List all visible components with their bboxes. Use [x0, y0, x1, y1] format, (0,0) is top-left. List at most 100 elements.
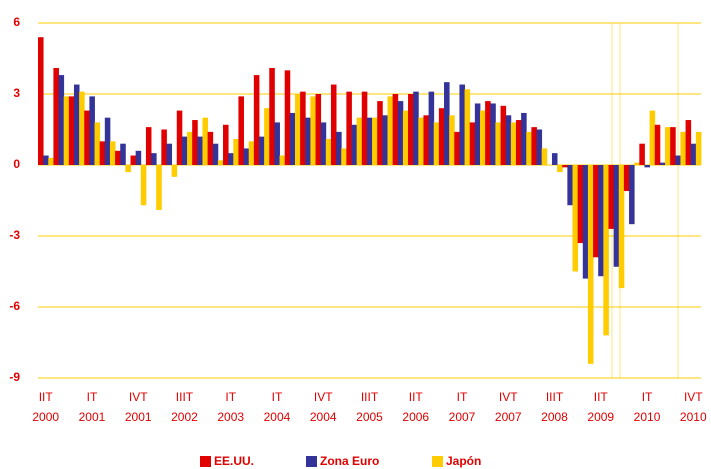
bar	[99, 141, 106, 165]
bar	[176, 110, 183, 165]
bar	[289, 112, 296, 165]
bar	[361, 91, 368, 165]
bar	[541, 148, 548, 165]
bar	[63, 96, 70, 165]
bar	[125, 165, 131, 173]
x-tick-label: IT 2004	[263, 390, 291, 424]
bar	[392, 94, 399, 165]
bar	[53, 67, 59, 165]
bar	[510, 122, 517, 165]
bar	[202, 117, 209, 165]
bar	[264, 108, 270, 165]
bar	[521, 112, 527, 165]
bar	[695, 131, 702, 165]
bar	[109, 141, 116, 165]
bar	[665, 127, 671, 165]
bar	[84, 110, 90, 165]
bar	[444, 82, 450, 165]
bar	[515, 120, 522, 165]
bar	[68, 96, 75, 165]
bar	[346, 91, 352, 165]
bar	[372, 117, 378, 165]
bar	[639, 143, 645, 165]
bar	[269, 67, 275, 165]
bar	[490, 103, 496, 165]
bar	[120, 143, 126, 165]
x-tick-label: IIT 2000	[32, 390, 60, 424]
bar	[377, 101, 383, 165]
bar	[526, 131, 532, 165]
bar	[500, 105, 507, 165]
bar	[233, 138, 239, 165]
bar	[248, 141, 255, 165]
x-tick-label: IT 2001	[78, 390, 106, 424]
bar	[551, 153, 558, 165]
legend-label: Japón	[446, 454, 481, 468]
bar	[104, 117, 111, 165]
bar	[408, 94, 414, 165]
bar	[680, 131, 686, 165]
bar	[587, 165, 594, 364]
x-tick-label: IT 2010	[633, 390, 661, 424]
bar	[649, 110, 656, 165]
y-tick-label: 0	[13, 157, 20, 171]
x-tick-label: IVT 2010	[679, 390, 707, 424]
bar	[567, 165, 573, 206]
bar	[161, 129, 167, 165]
bar	[659, 162, 666, 165]
bar	[433, 122, 440, 165]
x-tick-label: IIT 2009	[587, 390, 615, 424]
bar	[212, 143, 219, 165]
bar	[474, 103, 481, 165]
bar	[459, 84, 465, 165]
bar	[469, 122, 476, 165]
bar	[562, 165, 568, 168]
bar	[43, 155, 49, 165]
bar	[341, 148, 347, 165]
bar	[315, 94, 322, 165]
bar	[207, 131, 214, 165]
bar	[485, 101, 491, 165]
bar	[629, 165, 635, 225]
bar	[685, 120, 692, 165]
bar	[171, 165, 178, 177]
bar	[166, 143, 173, 165]
bar	[382, 115, 388, 165]
bar	[577, 165, 584, 244]
x-tick-label: IIIT 2002	[171, 390, 198, 424]
bar	[187, 131, 193, 165]
bar	[644, 165, 651, 168]
y-tick-label: -3	[9, 228, 20, 242]
bar	[634, 162, 640, 165]
bar	[593, 165, 599, 258]
y-tick-label: 6	[13, 15, 20, 29]
bar	[140, 165, 147, 206]
bar	[38, 37, 44, 166]
bar	[654, 124, 661, 165]
bar	[89, 96, 95, 165]
bar	[181, 136, 188, 165]
bar	[464, 89, 471, 165]
bar	[284, 70, 291, 165]
bar	[156, 165, 162, 210]
bar	[598, 165, 604, 277]
bar	[330, 84, 337, 165]
bar	[217, 160, 224, 165]
bar	[402, 110, 409, 165]
bar	[582, 165, 589, 279]
bar	[387, 96, 394, 165]
bar	[423, 115, 430, 165]
bar	[259, 136, 265, 165]
legend-label: Zona Euro	[320, 454, 379, 468]
bar	[115, 150, 121, 165]
bar	[618, 165, 625, 289]
bar	[495, 122, 501, 165]
bar	[238, 96, 244, 165]
bar	[505, 115, 512, 165]
legend-swatch	[306, 456, 317, 467]
bar	[310, 96, 316, 165]
bar	[305, 117, 311, 165]
bar	[243, 148, 250, 165]
legend-label: EE.UU.	[214, 454, 254, 468]
